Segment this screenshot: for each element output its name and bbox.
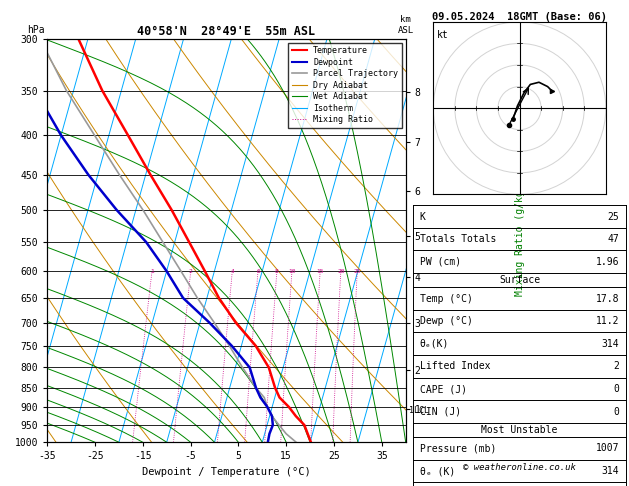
Text: CAPE (J): CAPE (J): [420, 384, 467, 394]
Text: CIN (J): CIN (J): [420, 407, 461, 417]
Text: 1007: 1007: [596, 443, 620, 453]
Text: 25: 25: [353, 269, 361, 274]
Text: hPa: hPa: [28, 25, 45, 35]
Text: 314: 314: [602, 466, 620, 476]
Text: 15: 15: [316, 269, 324, 274]
Text: kt: kt: [437, 31, 448, 40]
Text: θₑ (K): θₑ (K): [420, 466, 455, 476]
X-axis label: Dewpoint / Temperature (°C): Dewpoint / Temperature (°C): [142, 467, 311, 477]
Text: Surface: Surface: [499, 275, 540, 285]
Text: Most Unstable: Most Unstable: [481, 425, 558, 435]
Text: 10: 10: [288, 269, 296, 274]
Text: 09.05.2024  18GMT (Base: 06): 09.05.2024 18GMT (Base: 06): [432, 12, 607, 22]
Legend: Temperature, Dewpoint, Parcel Trajectory, Dry Adiabat, Wet Adiabat, Isotherm, Mi: Temperature, Dewpoint, Parcel Trajectory…: [288, 43, 401, 128]
Text: 0: 0: [614, 407, 620, 417]
Text: θₑ(K): θₑ(K): [420, 339, 449, 349]
Text: Lifted Index: Lifted Index: [420, 362, 490, 371]
Text: 17.8: 17.8: [596, 294, 620, 304]
Text: K: K: [420, 211, 425, 222]
Text: 25: 25: [608, 211, 620, 222]
Text: 2: 2: [189, 269, 192, 274]
Text: 1.96: 1.96: [596, 257, 620, 267]
Text: 1LCL: 1LCL: [409, 406, 429, 415]
Text: 314: 314: [602, 339, 620, 349]
Text: Temp (°C): Temp (°C): [420, 294, 472, 304]
Text: 20: 20: [337, 269, 345, 274]
Text: 6: 6: [256, 269, 260, 274]
Text: 2: 2: [614, 362, 620, 371]
Text: Dewp (°C): Dewp (°C): [420, 316, 472, 326]
Title: 40°58'N  28°49'E  55m ASL: 40°58'N 28°49'E 55m ASL: [137, 25, 316, 38]
Text: 0: 0: [614, 384, 620, 394]
Text: Pressure (mb): Pressure (mb): [420, 443, 496, 453]
Text: © weatheronline.co.uk: © weatheronline.co.uk: [463, 463, 576, 471]
Text: Mixing Ratio (g/kg): Mixing Ratio (g/kg): [515, 185, 525, 296]
Text: 47: 47: [608, 234, 620, 244]
Text: 8: 8: [275, 269, 279, 274]
Text: km
ASL: km ASL: [398, 16, 414, 35]
Text: Totals Totals: Totals Totals: [420, 234, 496, 244]
Text: 1: 1: [150, 269, 154, 274]
Text: PW (cm): PW (cm): [420, 257, 461, 267]
Text: 4: 4: [230, 269, 234, 274]
Text: 11.2: 11.2: [596, 316, 620, 326]
